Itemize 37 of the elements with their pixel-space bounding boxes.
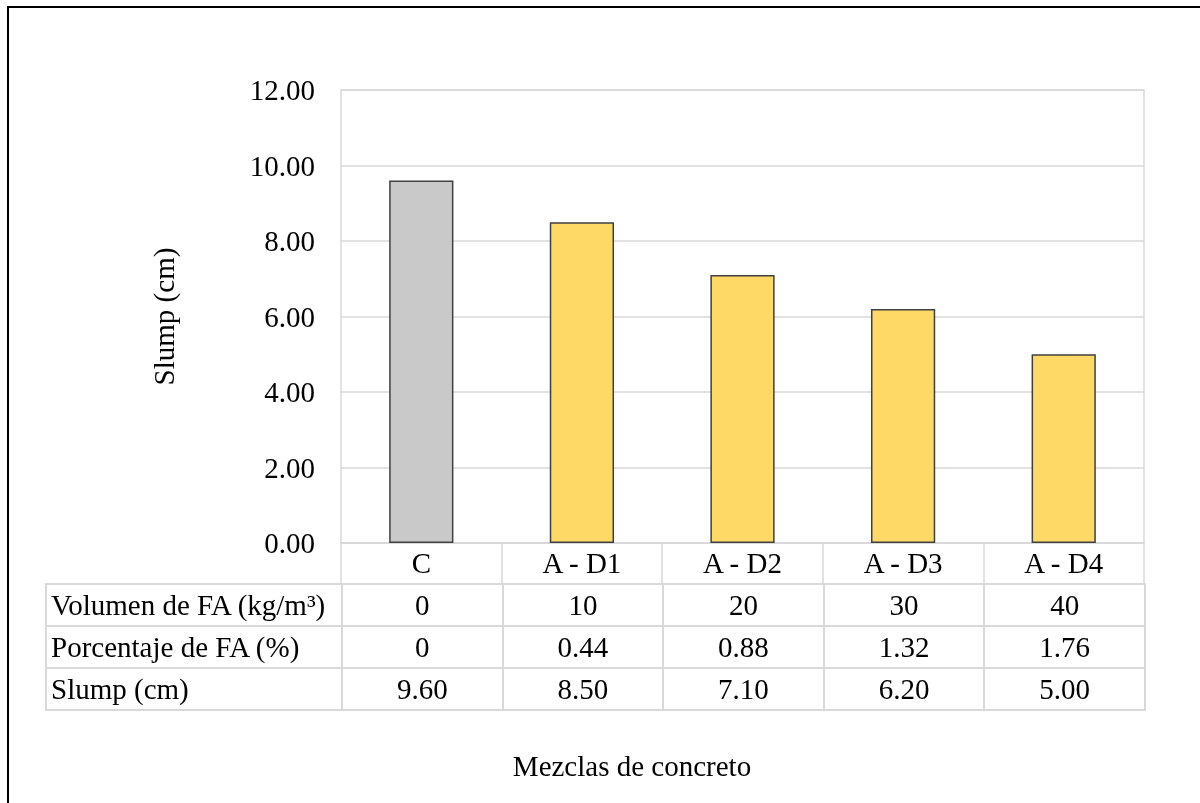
text: Slump (cm) <box>46 668 342 710</box>
text: 40 <box>984 584 1145 626</box>
y-axis-title: Slump (cm) <box>147 247 181 386</box>
text: 30 <box>823 584 985 626</box>
data-label: 7.10 <box>663 668 824 710</box>
data-label: 9.60 <box>342 668 503 710</box>
x-tick-label: A - D4 <box>1024 546 1104 579</box>
text: 10 <box>502 584 664 626</box>
x-tick-label: A - D2 <box>703 546 782 579</box>
x-tick-label: A - D1 <box>542 546 622 579</box>
text: 0.44 <box>502 626 664 668</box>
y-tick-label: 12.00 <box>249 74 315 106</box>
y-tick-label: 10.00 <box>249 149 315 182</box>
text: 0.88 <box>663 626 824 668</box>
text: 0 <box>342 584 503 626</box>
y-tick-label: 4.00 <box>264 376 315 408</box>
x-tick-label: A - D3 <box>863 546 943 579</box>
x-tick-label: C <box>411 546 431 579</box>
y-tick-label: 6.00 <box>264 300 315 333</box>
bar <box>710 274 775 543</box>
y-tick-label: 2.00 <box>264 451 315 484</box>
data-label: 5.00 <box>984 668 1145 710</box>
text: 1.76 <box>984 626 1145 668</box>
bar <box>1031 354 1096 543</box>
bar <box>870 308 936 543</box>
text: 20 <box>663 584 824 626</box>
text: Porcentaje de FA (%) <box>46 626 342 668</box>
text: Mezclas de concreto <box>512 750 752 782</box>
bar <box>389 180 454 543</box>
text: Volumen de FA (kg/m³) <box>46 584 342 626</box>
text: 0 <box>342 626 503 668</box>
y-tick-label: 0.00 <box>264 527 315 559</box>
text: 1.32 <box>823 626 985 668</box>
data-label: 6.20 <box>823 668 985 710</box>
y-tick-label: 8.00 <box>264 225 315 257</box>
bar <box>549 222 615 543</box>
data-label: 8.50 <box>502 668 664 710</box>
